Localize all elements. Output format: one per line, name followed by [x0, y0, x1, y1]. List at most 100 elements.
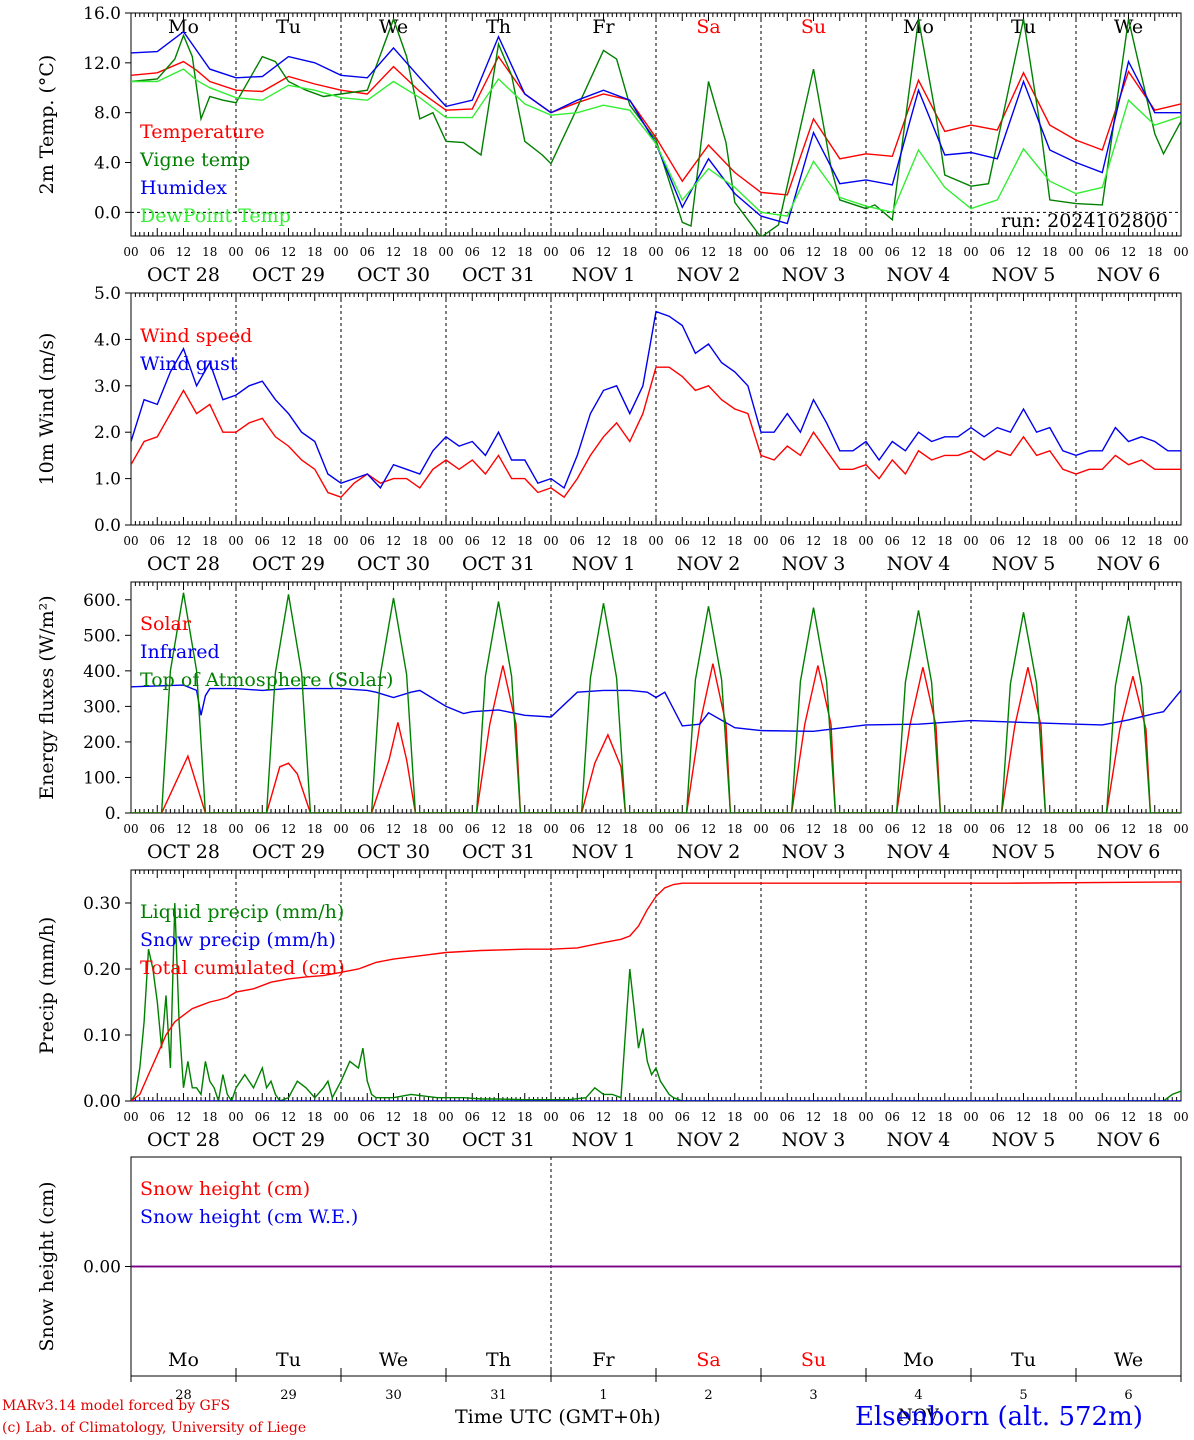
precip-hour-label: 12 [1016, 1110, 1031, 1124]
wind-y-tick-label: 2.0 [94, 423, 121, 443]
day-number-label: 30 [385, 1388, 402, 1403]
energy-date-label: OCT 29 [252, 841, 325, 863]
wind-hour-label: 12 [386, 534, 401, 548]
precip-date-label: NOV 3 [782, 1129, 846, 1151]
temp-hour-label: 18 [412, 245, 427, 259]
temp-hour-label: 12 [911, 245, 926, 259]
temp-hour-label: 18 [832, 245, 847, 259]
weekday-label: Th [486, 16, 511, 38]
temp-hour-label: 00 [1068, 245, 1083, 259]
energy-hour-label: 18 [412, 822, 427, 836]
weekday-label: Sa [696, 1349, 720, 1371]
weekday-label: Fr [592, 1349, 615, 1371]
weekday-label: Th [486, 1349, 511, 1371]
energy-date-label: NOV 3 [782, 841, 846, 863]
wind-hour-label: 00 [1173, 534, 1188, 548]
energy-date-label: OCT 28 [147, 841, 220, 863]
temp-hour-label: 12 [176, 245, 191, 259]
precip-hour-label: 18 [307, 1110, 322, 1124]
series-line-liquid-precip-mm-h [131, 902, 1181, 1101]
lab-credit: (c) Lab. of Climatology, University of L… [2, 1420, 307, 1436]
temp-hour-label: 06 [675, 245, 690, 259]
wind-date-label: NOV 4 [887, 553, 951, 575]
wind-date-label: NOV 3 [782, 553, 846, 575]
energy-hour-label: 12 [701, 822, 716, 836]
precip-hour-label: 12 [386, 1110, 401, 1124]
series-line-humidex [131, 30, 1181, 225]
temp-y-tick-label: 12.0 [83, 54, 121, 74]
precip-y-tick-label: 0.10 [83, 1026, 121, 1046]
wind-hour-label: 18 [727, 534, 742, 548]
temp-date-label: NOV 5 [992, 264, 1056, 286]
precip-hour-label: 00 [123, 1110, 138, 1124]
precip-hour-label: 06 [675, 1110, 690, 1124]
wind-hour-label: 06 [570, 534, 585, 548]
temp-hour-label: 12 [386, 245, 401, 259]
energy-hour-label: 00 [858, 822, 873, 836]
day-number-label: 28 [175, 1388, 192, 1403]
wind-date-label: NOV 1 [572, 553, 636, 575]
legend-entry: Temperature [140, 121, 264, 143]
temp-panel: 00 06 12 18 00 06 12 18 00 06 12 18 00 06 12 18 00 06 12 18… [36, 4, 1189, 286]
temp-hour-label: 12 [1121, 245, 1136, 259]
wind-date-label: OCT 28 [147, 553, 220, 575]
weekday-label: We [379, 16, 408, 38]
wind-hour-label: 06 [150, 534, 165, 548]
temp-hour-label: 12 [596, 245, 611, 259]
wind-y-tick-label: 3.0 [94, 377, 121, 397]
energy-hour-label: 12 [911, 822, 926, 836]
legend-entry: Wind speed [140, 325, 252, 347]
wind-hour-label: 12 [491, 534, 506, 548]
precip-hour-label: 06 [990, 1110, 1005, 1124]
wind-hour-label: 12 [1121, 534, 1136, 548]
temp-hour-label: 18 [517, 245, 532, 259]
energy-date-label: NOV 1 [572, 841, 636, 863]
energy-hour-label: 06 [150, 822, 165, 836]
precip-hour-label: 00 [438, 1110, 453, 1124]
weekday-label: We [1114, 1349, 1143, 1371]
precip-hour-label: 12 [281, 1110, 296, 1124]
temp-y-tick-label: 4.0 [94, 153, 121, 173]
wind-hour-label: 12 [1016, 534, 1031, 548]
temp-hour-label: 00 [123, 245, 138, 259]
precip-hour-label: 18 [937, 1110, 952, 1124]
energy-date-label: NOV 5 [992, 841, 1056, 863]
wind-hour-label: 12 [596, 534, 611, 548]
precip-hour-label: 00 [963, 1110, 978, 1124]
wind-hour-label: 06 [675, 534, 690, 548]
legend-entry: Top of Atmosphere (Solar) [140, 669, 393, 691]
weekday-label: Mo [903, 1349, 934, 1371]
precip-hour-label: 06 [150, 1110, 165, 1124]
wind-hour-label: 06 [465, 534, 480, 548]
temp-hour-label: 00 [963, 245, 978, 259]
temp-hour-label: 18 [622, 245, 637, 259]
temp-y-tick-label: 16.0 [83, 4, 121, 24]
wind-hour-label: 18 [412, 534, 427, 548]
day-number-label: 6 [1124, 1388, 1132, 1403]
legend-entry: Solar [140, 613, 192, 635]
weekday-label: We [379, 1349, 408, 1371]
precip-hour-label: 06 [780, 1110, 795, 1124]
precip-hour-label: 18 [517, 1110, 532, 1124]
energy-y-axis-label: Energy fluxes (W/m²) [36, 595, 58, 799]
wind-y-tick-label: 5.0 [94, 284, 121, 304]
series-line-wind-gust [131, 310, 1181, 490]
month-label: NOV [898, 1406, 939, 1426]
legend-entry: Snow height (cm W.E.) [140, 1206, 358, 1228]
precip-hour-label: 18 [202, 1110, 217, 1124]
wind-hour-label: 12 [281, 534, 296, 548]
temp-hour-label: 00 [753, 245, 768, 259]
wind-date-label: NOV 2 [677, 553, 741, 575]
precip-y-tick-label: 0.20 [83, 960, 121, 980]
energy-hour-label: 06 [990, 822, 1005, 836]
run-annotation: run: 2024102800 [1001, 210, 1168, 232]
temp-date-label: NOV 3 [782, 264, 846, 286]
legend-entry: Liquid precip (mm/h) [140, 901, 344, 923]
legend-entry: Infrared [140, 641, 220, 663]
temp-date-label: NOV 6 [1097, 264, 1161, 286]
energy-hour-label: 18 [202, 822, 217, 836]
temp-hour-label: 18 [307, 245, 322, 259]
energy-date-label: NOV 2 [677, 841, 741, 863]
precip-hour-label: 06 [255, 1110, 270, 1124]
wind-hour-label: 18 [937, 534, 952, 548]
